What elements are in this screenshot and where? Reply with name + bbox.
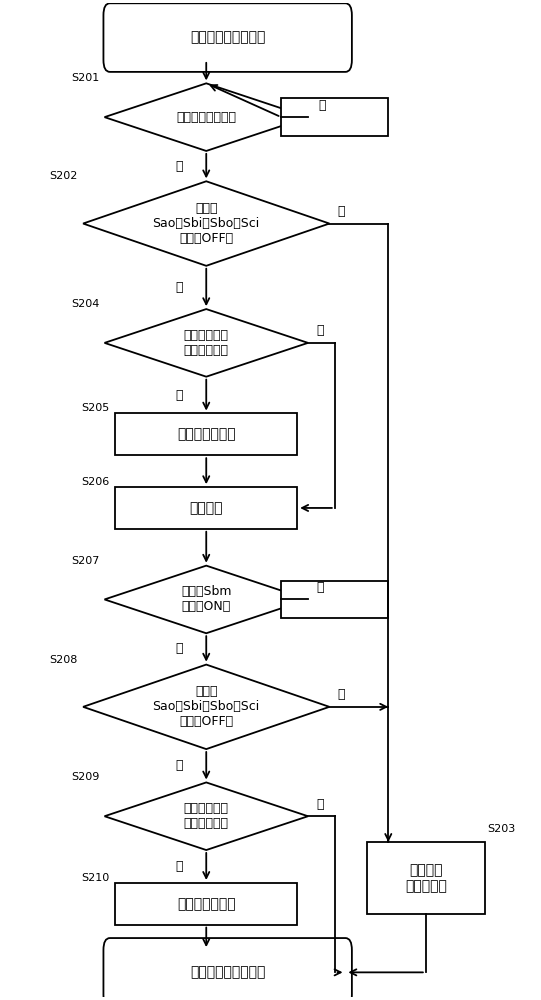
Text: 是否能搐入基板？: 是否能搐入基板？ xyxy=(176,111,236,124)
Bar xyxy=(115,413,297,455)
FancyBboxPatch shape xyxy=(103,938,352,1000)
Text: 是: 是 xyxy=(176,759,183,772)
Polygon shape xyxy=(104,566,308,633)
Text: S205: S205 xyxy=(82,403,110,413)
Text: 移动可动搐送带: 移动可动搐送带 xyxy=(177,427,235,441)
Text: S202: S202 xyxy=(49,171,78,181)
Text: 否: 否 xyxy=(316,324,324,337)
Text: 移动可动搐送带: 移动可动搐送带 xyxy=(177,897,235,911)
Bar xyxy=(367,842,485,914)
Polygon shape xyxy=(83,181,329,266)
Bar xyxy=(281,98,388,136)
Text: 搐入基板: 搐入基板 xyxy=(189,501,223,515)
Polygon shape xyxy=(104,83,308,151)
Text: 是否需要移动
可动搐送带？: 是否需要移动 可动搐送带？ xyxy=(184,329,229,357)
Text: 是: 是 xyxy=(176,281,183,294)
Text: 传感器Sbm
是否为ON？: 传感器Sbm 是否为ON？ xyxy=(181,585,232,613)
FancyBboxPatch shape xyxy=(103,3,352,72)
Text: 是否需要移动
可动搐送带？: 是否需要移动 可动搐送带？ xyxy=(184,802,229,830)
Polygon shape xyxy=(104,309,308,377)
Text: 是: 是 xyxy=(176,642,183,655)
Text: 传感器
Sao、Sbi、Sbo、Sci
是否为OFF？: 传感器 Sao、Sbi、Sbo、Sci 是否为OFF？ xyxy=(153,202,260,245)
Text: S207: S207 xyxy=(71,556,99,566)
Text: S203: S203 xyxy=(487,824,516,834)
Text: S204: S204 xyxy=(71,299,99,309)
Text: 否: 否 xyxy=(319,99,326,112)
Text: 输出错误
并停止搐入: 输出错误 并停止搐入 xyxy=(405,863,447,893)
Text: 是: 是 xyxy=(176,389,183,402)
Text: 传感器
Sao、Sbi、Sbo、Sci
是否为OFF？: 传感器 Sao、Sbi、Sbo、Sci 是否为OFF？ xyxy=(153,685,260,728)
Text: 否: 否 xyxy=(338,205,345,218)
Text: 是: 是 xyxy=(176,160,183,173)
Bar xyxy=(281,581,388,618)
Text: 下游侧搐入处理结束: 下游侧搐入处理结束 xyxy=(190,965,265,979)
Text: 否: 否 xyxy=(316,581,324,594)
Text: 下游侧搐入处理开始: 下游侧搐入处理开始 xyxy=(190,31,265,45)
Text: S201: S201 xyxy=(71,73,99,83)
Bar xyxy=(115,487,297,529)
Text: 否: 否 xyxy=(316,798,324,811)
Polygon shape xyxy=(83,665,329,749)
Text: S209: S209 xyxy=(71,772,99,782)
Bar xyxy=(115,883,297,925)
Text: S210: S210 xyxy=(82,873,110,883)
Text: S206: S206 xyxy=(82,477,110,487)
Text: 是: 是 xyxy=(176,860,183,873)
Polygon shape xyxy=(104,782,308,850)
Text: S208: S208 xyxy=(49,655,78,665)
Text: 否: 否 xyxy=(338,688,345,701)
